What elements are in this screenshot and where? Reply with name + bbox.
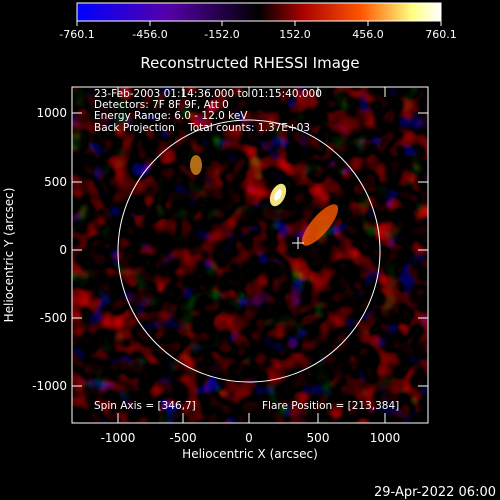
y-tick-label: -1000 [32,379,67,393]
y-tick-label: 500 [44,175,67,189]
colorbar-tick-label: -456.0 [132,28,167,41]
x-tick-label: -500 [169,431,196,445]
info-time-range: 23-Feb-2003 01:14:36.000 to 01:15:40.000 [94,88,322,100]
x-tick-label: 500 [307,431,330,445]
y-axis-label: Heliocentric Y (arcsec) [2,188,16,323]
info-detectors: Detectors: 7F 8F 9F, Att 0 [94,99,229,111]
solar-limb-circle [117,119,381,383]
x-tick-label: -1000 [101,431,136,445]
y-tick-label: 0 [59,243,67,257]
y-tick-label: -500 [40,311,67,325]
colorbar [76,2,442,22]
timestamp: 29-Apr-2022 06:00 [374,485,496,500]
axis-ticks [72,87,428,423]
image-title: Reconstructed RHESSI Image [140,54,359,72]
colorbar-tick-label: -760.1 [59,28,94,41]
colorbar-ticks [76,21,442,26]
x-tick-label: 0 [245,431,253,445]
flare-position-marker [292,237,304,249]
colorbar-tick-label: 152.0 [279,28,311,41]
y-tick-label: 1000 [36,106,67,120]
colorbar-tick-label: 456.0 [352,28,384,41]
colorbar-tick-label: 760.1 [425,28,457,41]
info-energy-range: Energy Range: 6.0 - 12.0 keV [94,110,248,122]
spin-axis-label: Spin Axis = [346,7] [94,400,196,412]
x-tick-label: 1000 [370,431,401,445]
rhessi-map [72,87,428,423]
colorbar-tick-label: -152.0 [204,28,239,41]
plot-frame [71,86,429,424]
info-method-counts: Back Projection Total counts: 1.37E+03 [94,122,310,134]
x-axis-label: Heliocentric X (arcsec) [182,447,318,461]
flare-position-label: Flare Position = [213,384] [262,400,399,412]
